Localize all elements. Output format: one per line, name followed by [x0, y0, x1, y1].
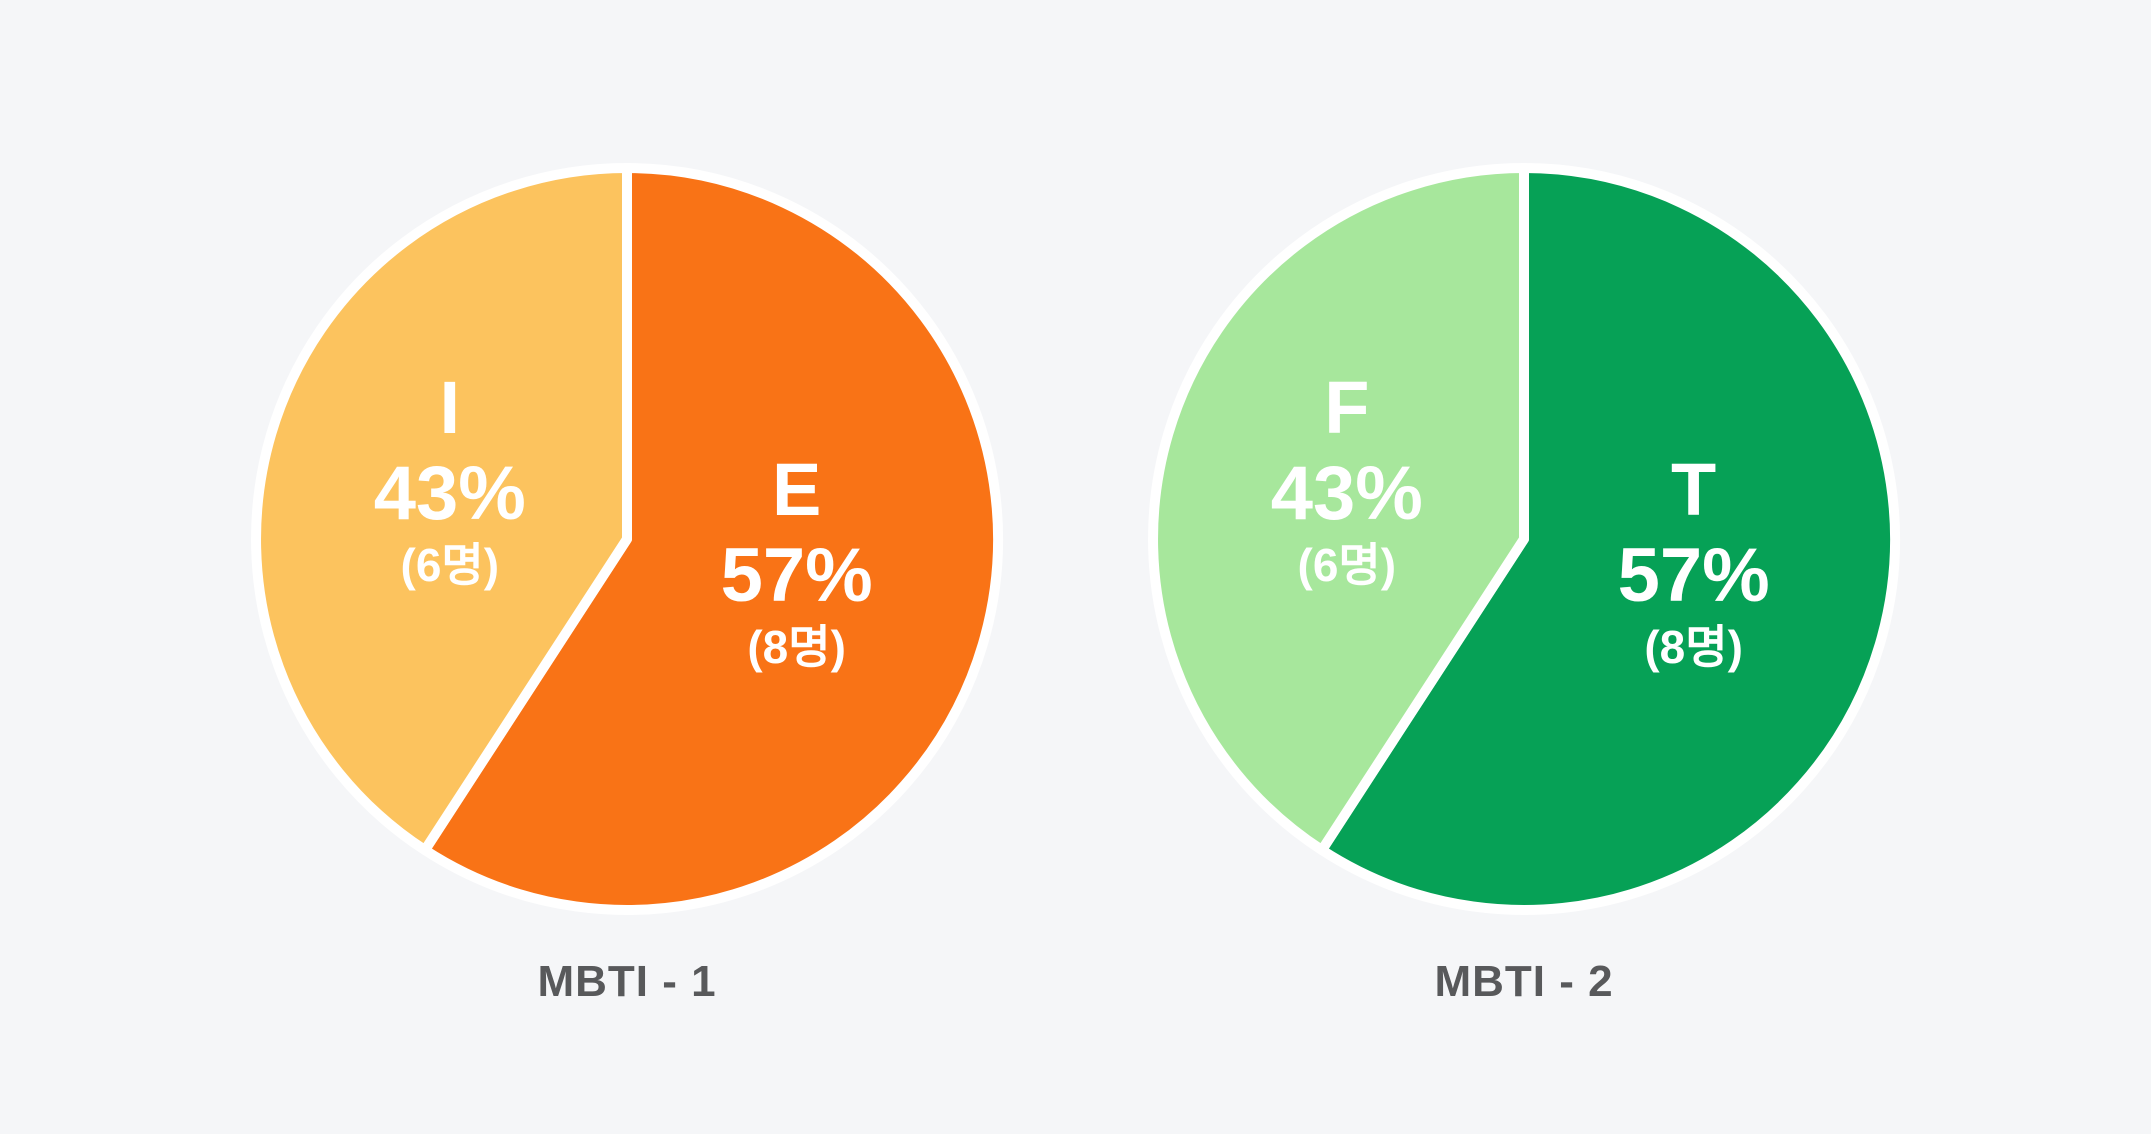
pie-slice-t: [1316, 163, 1900, 915]
mbti-1-pie: E 57% (8명) I 43% (6명): [250, 162, 1004, 916]
mbti-2-chart-figure: T 57% (8명) F 43% (6명) MBTI - 2: [1147, 162, 1901, 1092]
pie-slice-e: [419, 163, 1003, 915]
mbti-2-pie-svg: [1148, 163, 1900, 915]
mbti-2-chart-title: MBTI - 2: [1434, 957, 1614, 1006]
pie-slice-i: [251, 163, 632, 856]
mbti-2-pie: T 57% (8명) F 43% (6명): [1147, 162, 1901, 916]
mbti-1-pie-svg: [251, 163, 1003, 915]
mbti-1-chart-figure: E 57% (8명) I 43% (6명) MBTI - 1: [250, 162, 1004, 1092]
mbti-1-chart-title: MBTI - 1: [537, 957, 717, 1006]
pie-slice-f: [1148, 163, 1529, 856]
